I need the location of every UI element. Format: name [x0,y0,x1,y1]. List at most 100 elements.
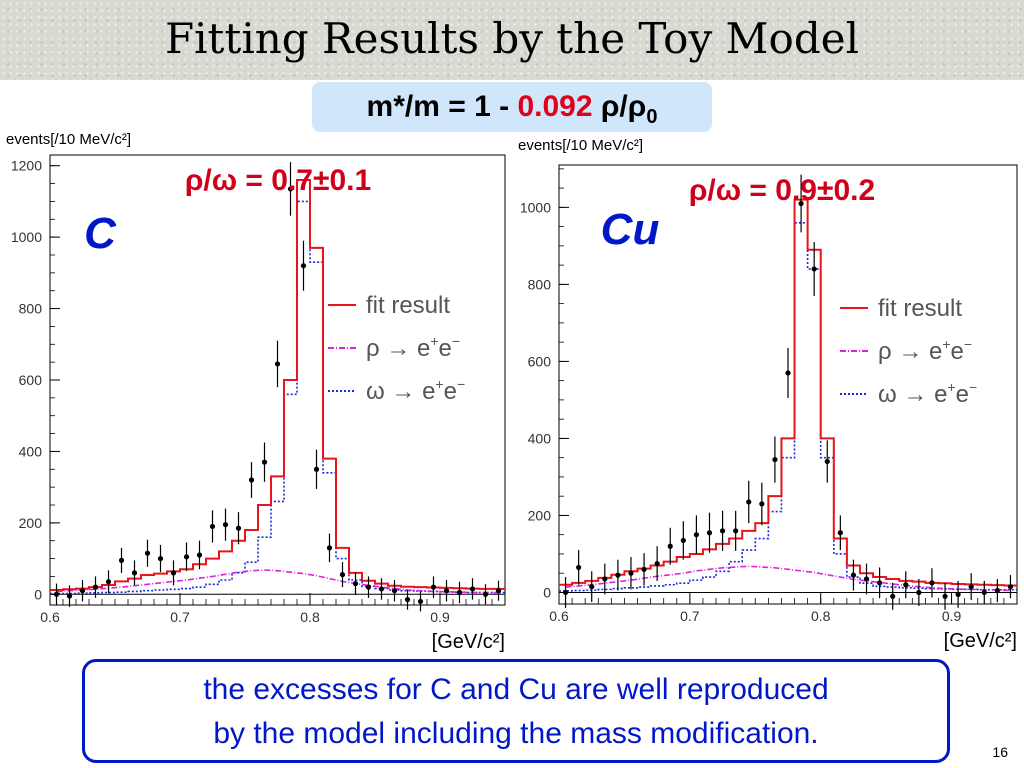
formula-ratio-sub: 0 [646,106,658,128]
chart0-ytick-label: 600 [19,372,43,388]
chart1-data-point [955,591,961,597]
chart1-legend-label-omega: ω → e+e− [878,379,977,408]
chart1-legend-label-rho: ρ → e+e− [878,336,972,365]
chart1-data-point [562,589,569,596]
chart0-ytick-label: 1200 [11,158,42,174]
chart0-data-point [261,459,268,465]
chart0-ratio-label: ρ/ω = 0.7±0.1 [185,164,371,197]
chart0-data-point [183,554,190,560]
chart0-data-point [92,584,99,590]
chart1-data-point [837,530,843,536]
chart1-data-point [903,582,909,588]
chart1-data-point [994,587,1000,594]
chart0-data-point [482,591,489,597]
chart1-data-point [863,576,870,582]
conclusion-box: the excesses for C and Cu are well repro… [82,659,950,763]
chart0-ytick-label: 0 [34,586,42,602]
chart1-xtick-label: 0.6 [549,608,569,624]
chart1-xtick-label: 0.7 [680,608,700,624]
chart1-ytick-label: 400 [528,430,552,446]
chart1-data-point [628,570,634,576]
chart1-ytick-label: 600 [528,353,552,369]
chart1-x-axis-label: [GeV/c²] [944,630,1017,652]
chart0-legend-label-fit: fit result [366,292,450,319]
chart1-legend-label-fit: fit result [878,295,962,322]
chart0-data-point [443,588,450,594]
chart1-data-point [746,499,752,505]
chart0-data-point [469,586,476,592]
chart0-xtick-label: 0.7 [170,609,190,625]
chart1-xtick-label: 0.8 [811,608,831,624]
chart1-data-point [968,584,974,590]
formula-value: 0.092 [517,90,593,123]
chart0-data-point [235,525,242,531]
chart0-data-point [144,550,151,556]
chart1-data-point [811,266,817,272]
chart1-ytick-label: 0 [543,584,551,600]
formula-prefix: m*/m = 1 - [366,90,518,123]
chart0-omega-histogram [50,200,505,595]
chart1-data-point [916,589,922,596]
chart1-data-point [706,530,713,536]
chart1-y-axis-label: events[/10 MeV/c²] [518,137,643,154]
chart0-data-point [157,555,164,562]
chart0-data-point [105,579,112,585]
chart0-data-point [391,588,398,594]
chart1-data-point [576,564,582,571]
chart1-xtick-label: 0.9 [942,608,962,624]
chart0-data-point [131,570,138,576]
chart1-data-point [929,580,935,586]
chart0-data-point [313,466,320,472]
chart1-omega-histogram [559,221,1017,592]
mass-formula-box: m*/m = 1 - 0.092 ρ/ρ0 [312,82,712,132]
chart0-ytick-label: 400 [19,443,43,459]
chart0-data-point [196,552,203,558]
chart0-legend-label-omega: ω → e+e− [366,376,465,405]
chart1-data-point [877,580,883,586]
chart1-rho-curve [565,565,1011,592]
chart0-rho-curve [56,569,499,594]
chart0-ytick-label: 800 [19,301,43,317]
chart-carbon: 0 200 400 600 800 1000 1200 0.6 0.7 0.8 0.9 events[… [6,131,506,653]
chart0-data-point [430,584,437,590]
chart0-data-point [53,591,60,597]
formula-ratio: ρ/ρ [600,90,647,123]
chart0-data-point [118,557,125,563]
chart1-ytick-label: 1000 [520,199,551,215]
chart1-data-point [785,370,791,376]
chart1-data-point [824,458,830,465]
chart0-xtick-label: 0.9 [430,609,450,625]
chart1-plot-frame [558,164,1018,605]
chart1-data-point [615,572,621,578]
chart0-data-point [170,570,177,576]
chart0-data-point [300,263,307,269]
chart1-data-point [654,560,660,567]
chart1-target-label: Cu [601,205,660,254]
chart1-data-point [759,501,765,507]
chart0-data-point [209,523,216,530]
chart0-data-point [274,361,281,367]
chart0-data-point [339,572,346,578]
chart1-data-point [942,593,948,599]
chart1-data-point [798,200,804,207]
chart0-fit-histogram [50,179,505,591]
chart1-data-point [667,543,673,549]
chart1-data-point [1007,584,1014,590]
chart0-data-point [417,598,424,605]
chart0-data-point [352,580,359,587]
chart0-data-point [404,597,411,603]
slide-title: Fitting Results by the Toy Model [164,14,860,63]
chart0-data-point [287,186,294,192]
chart0-x-axis-label: [GeV/c²] [432,631,505,653]
chart1-data-point [981,589,987,596]
chart0-data-point [326,545,333,551]
conclusion-line-1: the excesses for C and Cu are well repro… [203,673,829,706]
chart1-data-point [602,576,608,582]
page-number: 16 [992,744,1008,760]
chart0-data-point [365,584,372,590]
chart0-data-point [79,588,86,594]
chart1-data-point [693,532,699,538]
chart1-data-point [890,593,896,599]
chart1-fit-histogram [559,198,1017,587]
chart1-data-point [719,528,726,534]
